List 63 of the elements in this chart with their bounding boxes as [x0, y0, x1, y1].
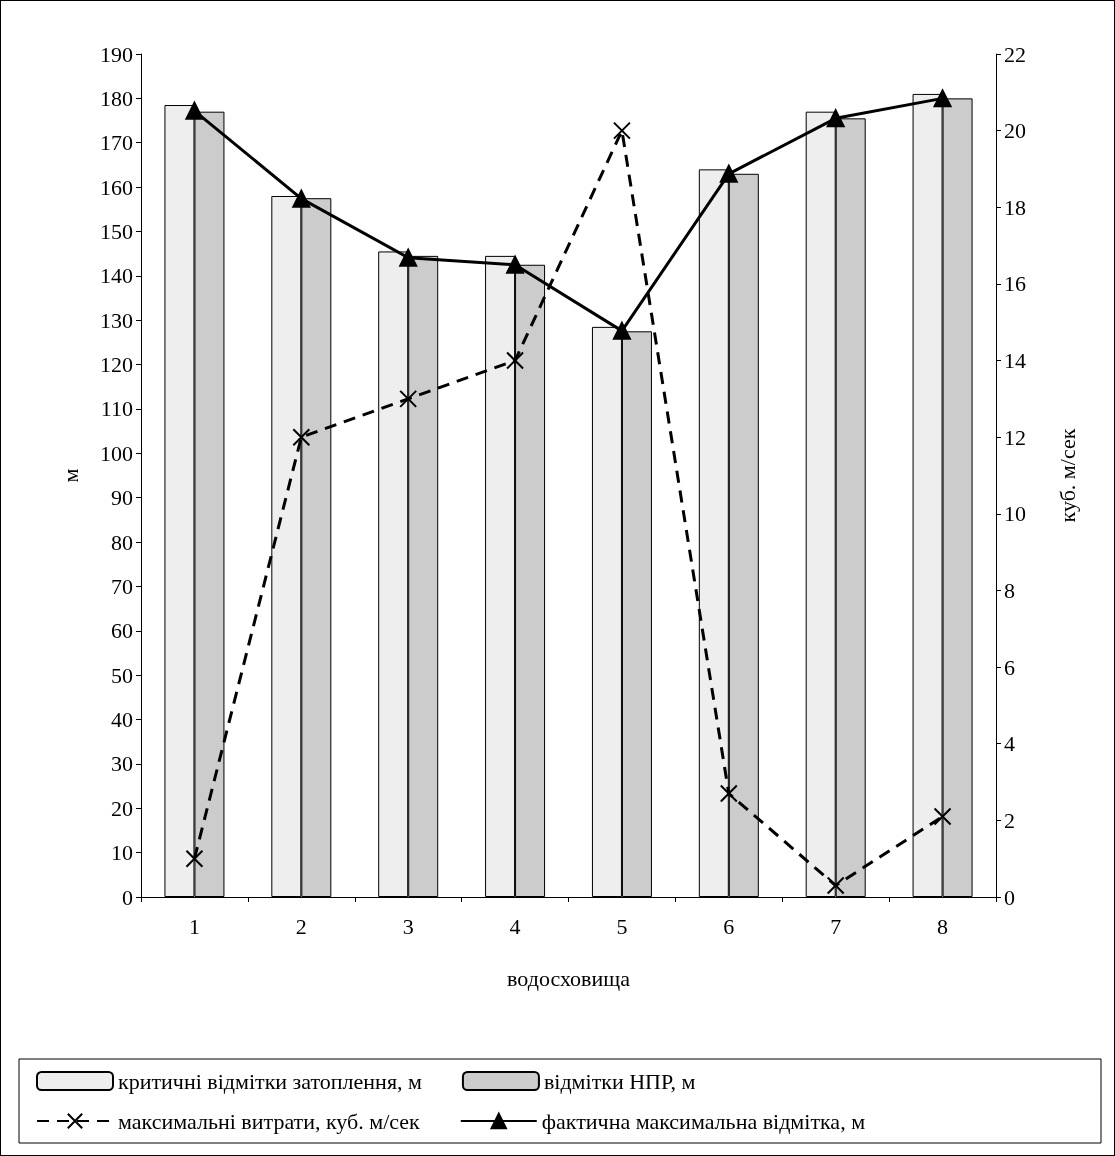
point — [399, 389, 418, 408]
legend-label: максимальні витрати, куб. м/сек — [118, 1108, 421, 1134]
legend-label: фактична максимальна відмітка, м — [541, 1108, 866, 1134]
y-tick-label: 70 — [111, 573, 133, 599]
y2-tick-label: 12 — [1004, 424, 1026, 450]
x-tick-label: 8 — [937, 913, 949, 939]
point — [399, 248, 418, 267]
y-tick-label: 90 — [111, 485, 133, 511]
y2-tick-label: 10 — [1004, 501, 1026, 527]
y-tick-label: 50 — [111, 662, 133, 688]
point — [185, 849, 204, 868]
y-tick-label: 110 — [100, 396, 133, 422]
x-tick-label: 7 — [830, 913, 842, 939]
y2-tick-label: 8 — [1004, 577, 1015, 603]
y2-tick-label: 0 — [1004, 884, 1015, 910]
legend-label: відмітки НПР, м — [543, 1068, 696, 1094]
point — [933, 89, 952, 108]
x-tick-label: 5 — [616, 913, 628, 939]
y2-axis-title: куб. м/сек — [1054, 428, 1080, 523]
y-tick-label: 190 — [100, 41, 133, 67]
y2-tick-label: 22 — [1004, 41, 1026, 67]
point — [292, 428, 311, 447]
y-tick-label: 20 — [111, 795, 133, 821]
y-tick-label: 80 — [111, 529, 133, 555]
y2-tick-label: 14 — [1004, 348, 1026, 374]
y2-tick-label: 2 — [1004, 807, 1015, 833]
y-tick-label: 0 — [122, 884, 133, 910]
y-tick-label: 10 — [111, 840, 133, 866]
y2-tick-label: 20 — [1004, 118, 1026, 144]
point — [185, 101, 204, 120]
point — [612, 121, 631, 140]
y-tick-label: 30 — [111, 751, 133, 777]
x-tick-label: 6 — [723, 913, 735, 939]
y-tick-label: 130 — [100, 307, 133, 333]
y2-tick-label: 18 — [1004, 194, 1026, 220]
x-tick-label: 1 — [188, 913, 200, 939]
point — [826, 109, 845, 128]
y-axis-title: м — [57, 468, 83, 483]
point — [933, 807, 952, 826]
y-tick-label: 40 — [111, 707, 133, 733]
y2-tick-label: 4 — [1004, 731, 1015, 757]
y-tick-label: 180 — [100, 85, 133, 111]
point — [826, 876, 845, 895]
x-axis-title: водосховища — [507, 965, 631, 991]
x-tick-label: 3 — [402, 913, 414, 939]
y-tick-label: 120 — [100, 352, 133, 378]
y-tick-label: 60 — [111, 618, 133, 644]
legend-label: критичні відмітки затоплення, м — [118, 1068, 422, 1094]
point — [612, 321, 631, 340]
y-tick-label: 160 — [100, 174, 133, 200]
point — [719, 784, 738, 803]
y-tick-label: 100 — [100, 440, 133, 466]
y2-tick-label: 6 — [1004, 654, 1015, 680]
point — [719, 164, 738, 183]
point — [292, 189, 311, 208]
y-tick-label: 150 — [100, 218, 133, 244]
x-tick-label: 4 — [509, 913, 521, 939]
x-tick-label: 2 — [295, 913, 307, 939]
y-tick-label: 170 — [100, 130, 133, 156]
point — [506, 351, 525, 370]
point — [506, 255, 525, 274]
y2-tick-label: 16 — [1004, 271, 1026, 297]
y-tick-label: 140 — [100, 263, 133, 289]
